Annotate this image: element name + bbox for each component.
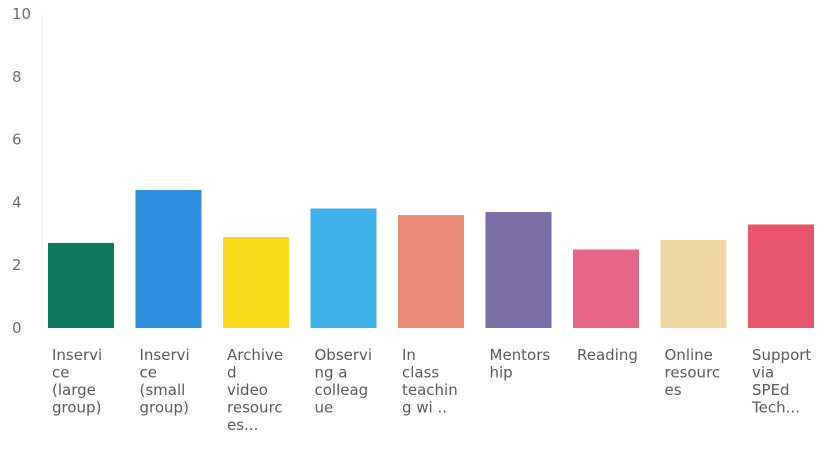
category-label-line: (large: [52, 381, 96, 399]
category-label-line: d: [227, 364, 237, 382]
category-label-line: Tech...: [751, 399, 800, 417]
bar: [48, 243, 114, 328]
bars: [48, 189, 814, 328]
category-label-line: resourc: [227, 399, 283, 417]
category-labels: Inservi ce (large group)Inservi ce (small grou…: [52, 346, 811, 434]
category-label-line: teachin: [402, 381, 458, 399]
bar: [310, 208, 377, 328]
category-label: Inservi ce (small group): [140, 346, 190, 417]
category-label-line: SPEd: [752, 381, 790, 399]
category-label-line: group): [140, 399, 189, 417]
bar: [573, 249, 639, 328]
category-label-line: video: [227, 381, 268, 399]
bar: [485, 211, 552, 328]
y-tick-label: 8: [12, 68, 22, 86]
category-label-line: Mentors: [490, 346, 551, 364]
category-label: Reading: [577, 346, 638, 364]
category-label-line: ce: [52, 364, 69, 382]
category-label-line: Observi: [315, 346, 373, 364]
y-axis: 0 2 4 6 8 10: [12, 5, 43, 337]
category-label: Online resourc es: [665, 346, 721, 399]
y-tick-label: 4: [12, 193, 22, 211]
category-label-line: class: [402, 364, 439, 382]
category-label-line: Inservi: [52, 346, 102, 364]
y-tick-label: 0: [12, 319, 22, 337]
category-label: Observi ng a colleag ue: [315, 346, 373, 417]
category-label: Support via SPEd Tech...: [751, 346, 811, 417]
bar: [748, 224, 814, 328]
category-label: Archive d video resourc es...: [227, 346, 283, 434]
category-label-line: via: [752, 364, 774, 382]
bar: [398, 214, 464, 328]
y-tick-label: 10: [12, 5, 31, 23]
category-label-line: ce: [140, 364, 157, 382]
bar: [223, 236, 289, 328]
category-label-line: Inservi: [140, 346, 190, 364]
category-label-line: Online: [665, 346, 713, 364]
category-label-line: es: [665, 381, 682, 399]
y-tick-label: 6: [12, 131, 22, 149]
category-label-line: Archive: [227, 346, 283, 364]
category-label-line: In: [402, 346, 416, 364]
bar: [660, 240, 727, 328]
category-label: Mentors hip: [490, 346, 551, 382]
category-label-line: g wi ..: [402, 399, 447, 417]
category-label-line: ue: [315, 399, 334, 417]
category-label-line: (small: [140, 381, 186, 399]
category-label-line: colleag: [315, 381, 369, 399]
category-label-line: hip: [490, 364, 513, 382]
category-label-line: Reading: [577, 346, 638, 364]
category-label: In class teachin g wi ..: [402, 346, 458, 417]
bar: [135, 189, 202, 328]
category-label-line: group): [52, 399, 101, 417]
category-label-line: ng a: [315, 364, 348, 382]
y-tick-label: 2: [12, 256, 22, 274]
category-label-line: resourc: [665, 364, 721, 382]
category-label: Inservi ce (large group): [52, 346, 102, 417]
category-label-line: es...: [227, 416, 258, 434]
category-label-line: Support: [752, 346, 811, 364]
